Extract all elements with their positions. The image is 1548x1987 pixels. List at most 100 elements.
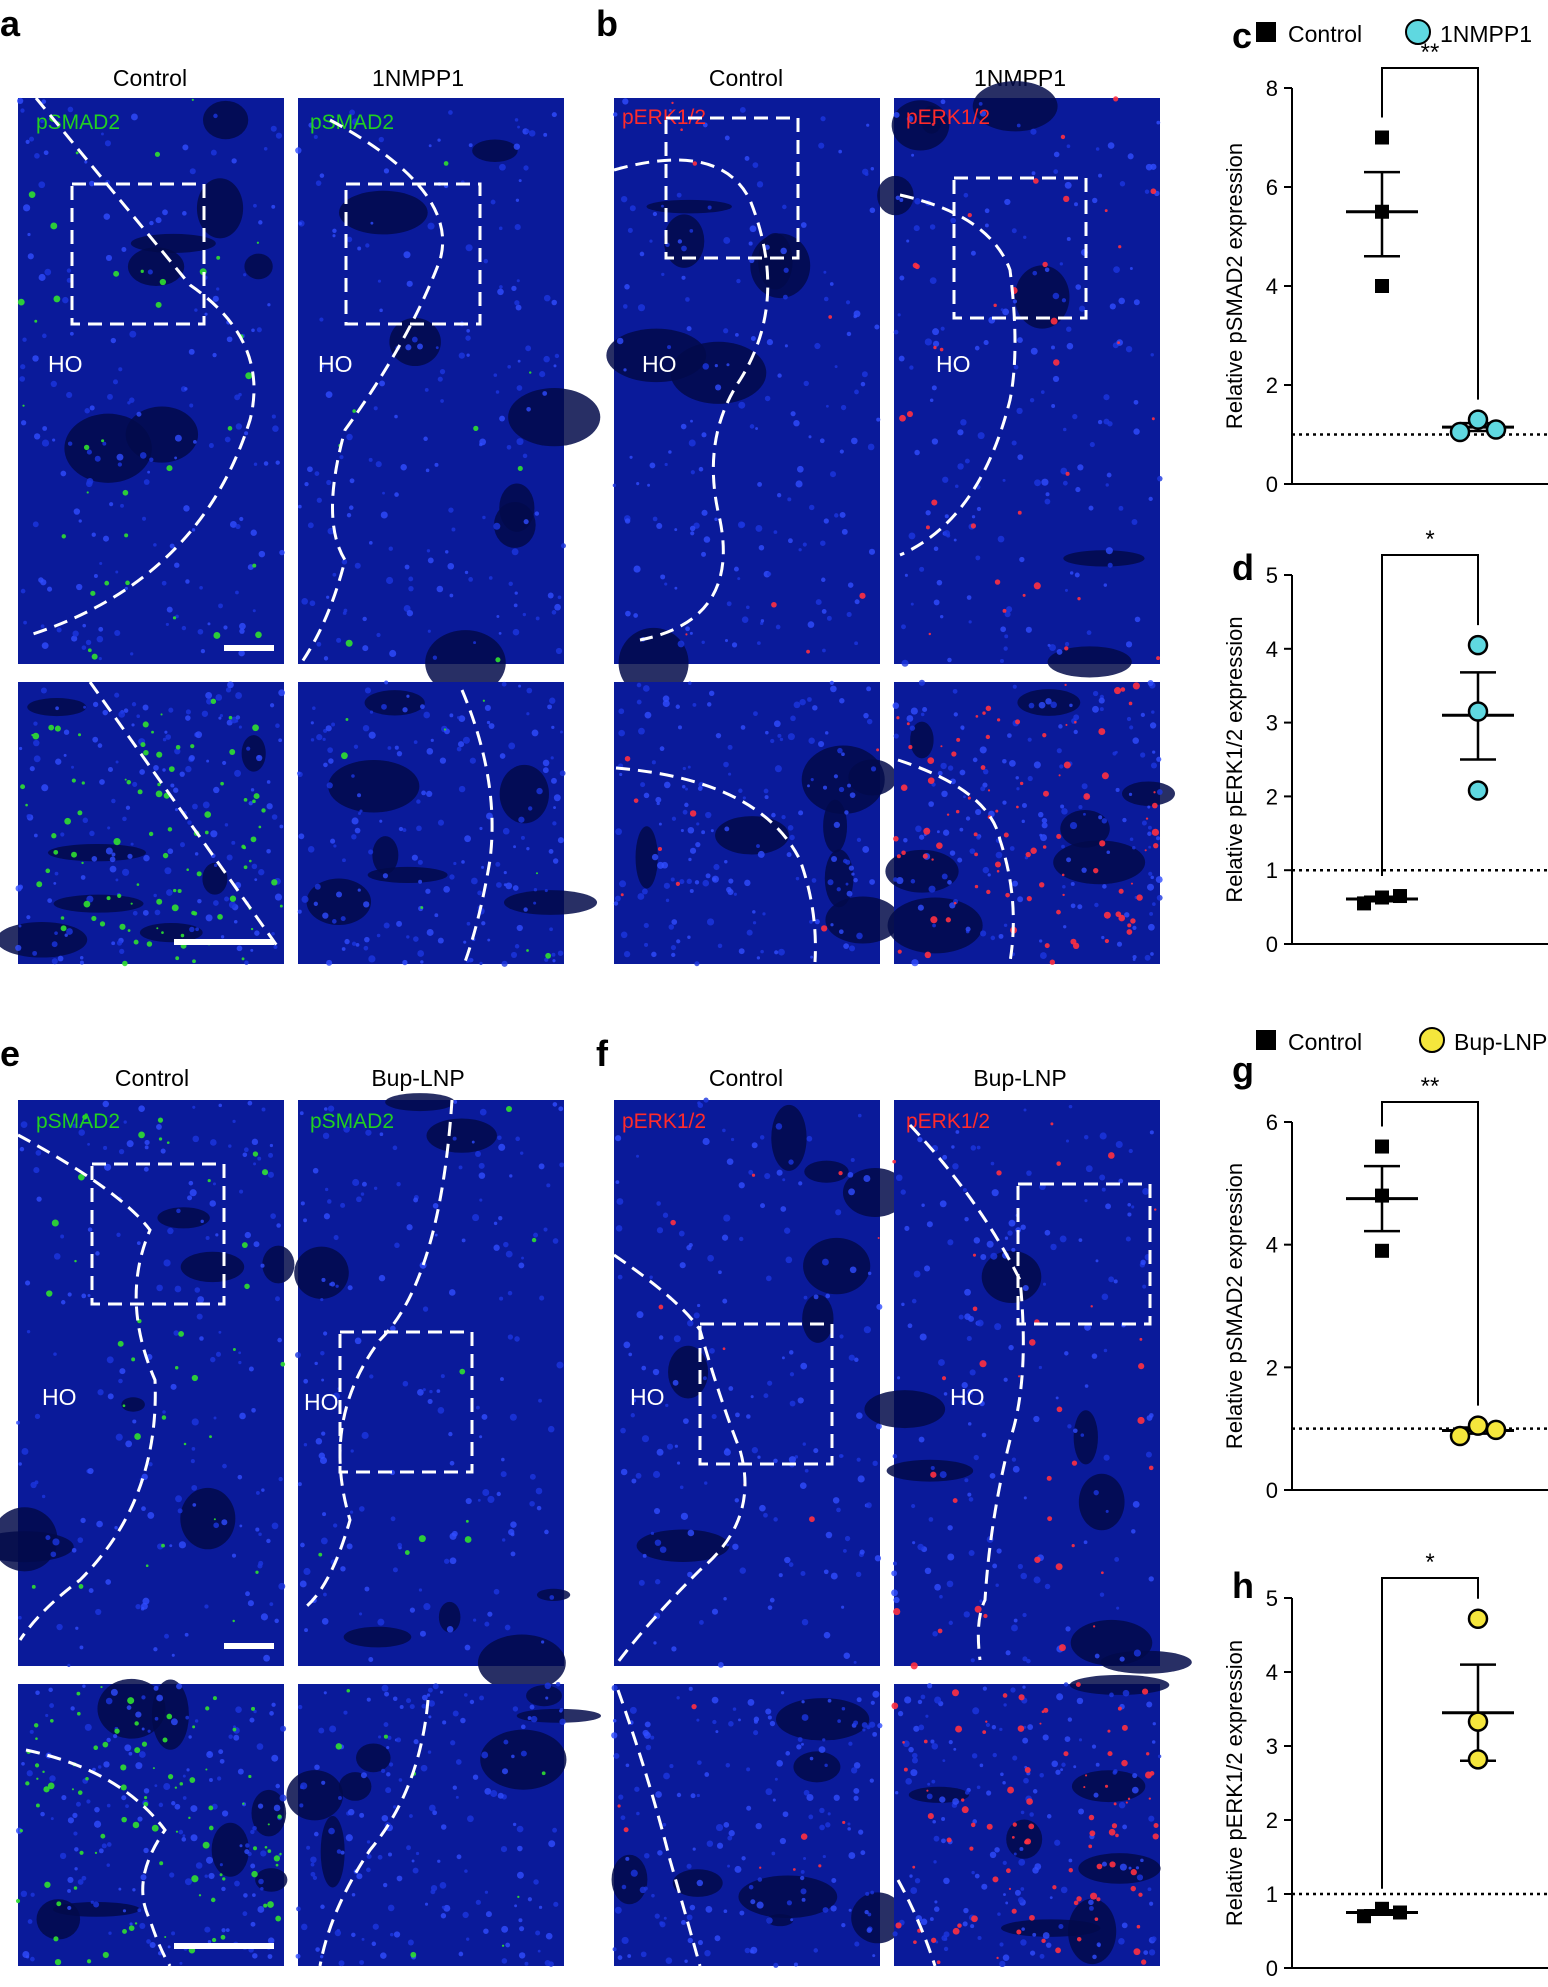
nucleus-dot <box>351 941 357 946</box>
nucleus-dot <box>755 1822 762 1830</box>
nucleus-dot <box>506 445 512 450</box>
nucleus-dot <box>1105 483 1109 487</box>
nucleus-dot <box>689 228 694 233</box>
nucleus-dot <box>261 1107 266 1112</box>
nucleus-dot <box>1134 616 1141 623</box>
nucleus-dot <box>910 879 916 884</box>
stain-signal-dot <box>443 728 447 731</box>
nucleus-dot <box>465 335 471 341</box>
nucleus-dot <box>730 1137 735 1142</box>
nucleus-dot <box>278 1582 286 1590</box>
nucleus-dot <box>125 1804 129 1809</box>
nucleus-dot <box>365 243 370 248</box>
nucleus-dot <box>356 1873 363 1880</box>
stain-signal-dot <box>529 371 532 374</box>
stain-signal-dot <box>1151 828 1159 836</box>
stain-signal-dot <box>751 1173 756 1177</box>
stain-signal-dot <box>877 1236 880 1240</box>
nucleus-dot <box>1078 1738 1083 1742</box>
nucleus-dot <box>130 113 138 121</box>
nucleus-dot <box>756 1901 764 1909</box>
nucleus-dot <box>739 1567 746 1574</box>
nucleus-dot <box>493 522 501 530</box>
nucleus-dot <box>726 1543 730 1547</box>
nucleus-dot <box>460 1717 466 1724</box>
nucleus-dot <box>672 1379 679 1386</box>
nucleus-dot <box>1148 496 1153 502</box>
nucleus-dot <box>380 511 388 519</box>
nucleus-dot <box>767 1605 773 1610</box>
nucleus-dot <box>1145 1451 1152 1458</box>
stain-signal-dot <box>219 1873 223 1877</box>
stain-signal-dot <box>971 1915 978 1923</box>
nucleus-dot <box>195 1862 203 1869</box>
nucleus-dot <box>536 787 543 795</box>
nucleus-dot <box>280 1725 287 1732</box>
nucleus-dot <box>1112 751 1117 756</box>
nucleus-dot <box>263 461 269 466</box>
nucleus-dot <box>455 1795 459 1799</box>
nucleus-dot <box>342 858 346 863</box>
nucleus-dot <box>777 373 782 378</box>
nucleus-dot <box>715 384 722 391</box>
nucleus-dot <box>417 950 425 957</box>
nucleus-dot <box>1032 270 1038 276</box>
ho-boundary-line <box>29 97 256 637</box>
nucleus-dot <box>189 168 196 175</box>
nucleus-dot <box>228 1734 233 1739</box>
nucleus-dot <box>1086 630 1092 636</box>
nucleus-dot <box>718 1270 722 1275</box>
nucleus-dot <box>218 603 223 609</box>
nucleus-dot <box>644 1721 651 1728</box>
nucleus-dot <box>463 1693 468 1697</box>
nucleus-dot <box>825 404 829 408</box>
nucleus-dot <box>1066 236 1071 241</box>
nucleus-dot <box>638 1579 645 1586</box>
nucleus-dot <box>340 1202 346 1208</box>
nucleus-dot <box>813 1948 819 1953</box>
nucleus-dot <box>49 1703 55 1709</box>
nucleus-dot <box>358 811 362 815</box>
nucleus-dot <box>790 715 796 722</box>
stain-signal-dot <box>1107 1751 1113 1757</box>
stain-signal-dot <box>252 1151 259 1157</box>
stain-signal-dot <box>102 1951 109 1958</box>
nucleus-dot <box>872 1731 878 1737</box>
nucleus-dot <box>351 834 357 840</box>
stain-signal-dot <box>160 713 163 716</box>
nucleus-dot <box>158 1802 164 1808</box>
nucleus-dot <box>175 614 179 619</box>
nucleus-dot <box>424 387 429 392</box>
nucleus-dot <box>821 1258 829 1266</box>
nucleus-dot <box>312 1875 318 1881</box>
nucleus-dot <box>505 882 513 890</box>
nucleus-dot <box>252 1953 258 1959</box>
nucleus-dot <box>849 1266 857 1274</box>
stain-signal-dot <box>809 1516 815 1523</box>
tissue-void <box>1014 265 1070 329</box>
nucleus-dot <box>109 502 114 507</box>
nucleus-dot <box>1099 707 1104 712</box>
nucleus-dot <box>467 1815 474 1823</box>
nucleus-dot <box>843 1652 851 1659</box>
nucleus-dot <box>73 508 81 515</box>
stain-signal-dot <box>464 1536 472 1543</box>
nucleus-dot <box>1012 1755 1018 1761</box>
nucleus-dot <box>490 1790 498 1798</box>
nucleus-dot <box>1004 198 1011 206</box>
stain-signal-dot <box>253 793 260 800</box>
stain-signal-dot <box>691 1703 697 1710</box>
nucleus-dot <box>174 434 182 442</box>
stain-signal-dot <box>1133 1948 1141 1956</box>
nucleus-dot <box>1067 1424 1072 1429</box>
nucleus-dot <box>142 704 149 711</box>
nucleus-dot <box>80 1517 86 1524</box>
nucleus-dot <box>1020 1887 1025 1891</box>
nucleus-dot <box>237 1474 243 1480</box>
nucleus-dot <box>999 658 1004 664</box>
nucleus-dot <box>154 909 161 916</box>
stain-signal-dot <box>128 1925 135 1931</box>
nucleus-dot <box>174 562 180 568</box>
legend-treatment-label: 1NMPP1 <box>1440 21 1532 47</box>
